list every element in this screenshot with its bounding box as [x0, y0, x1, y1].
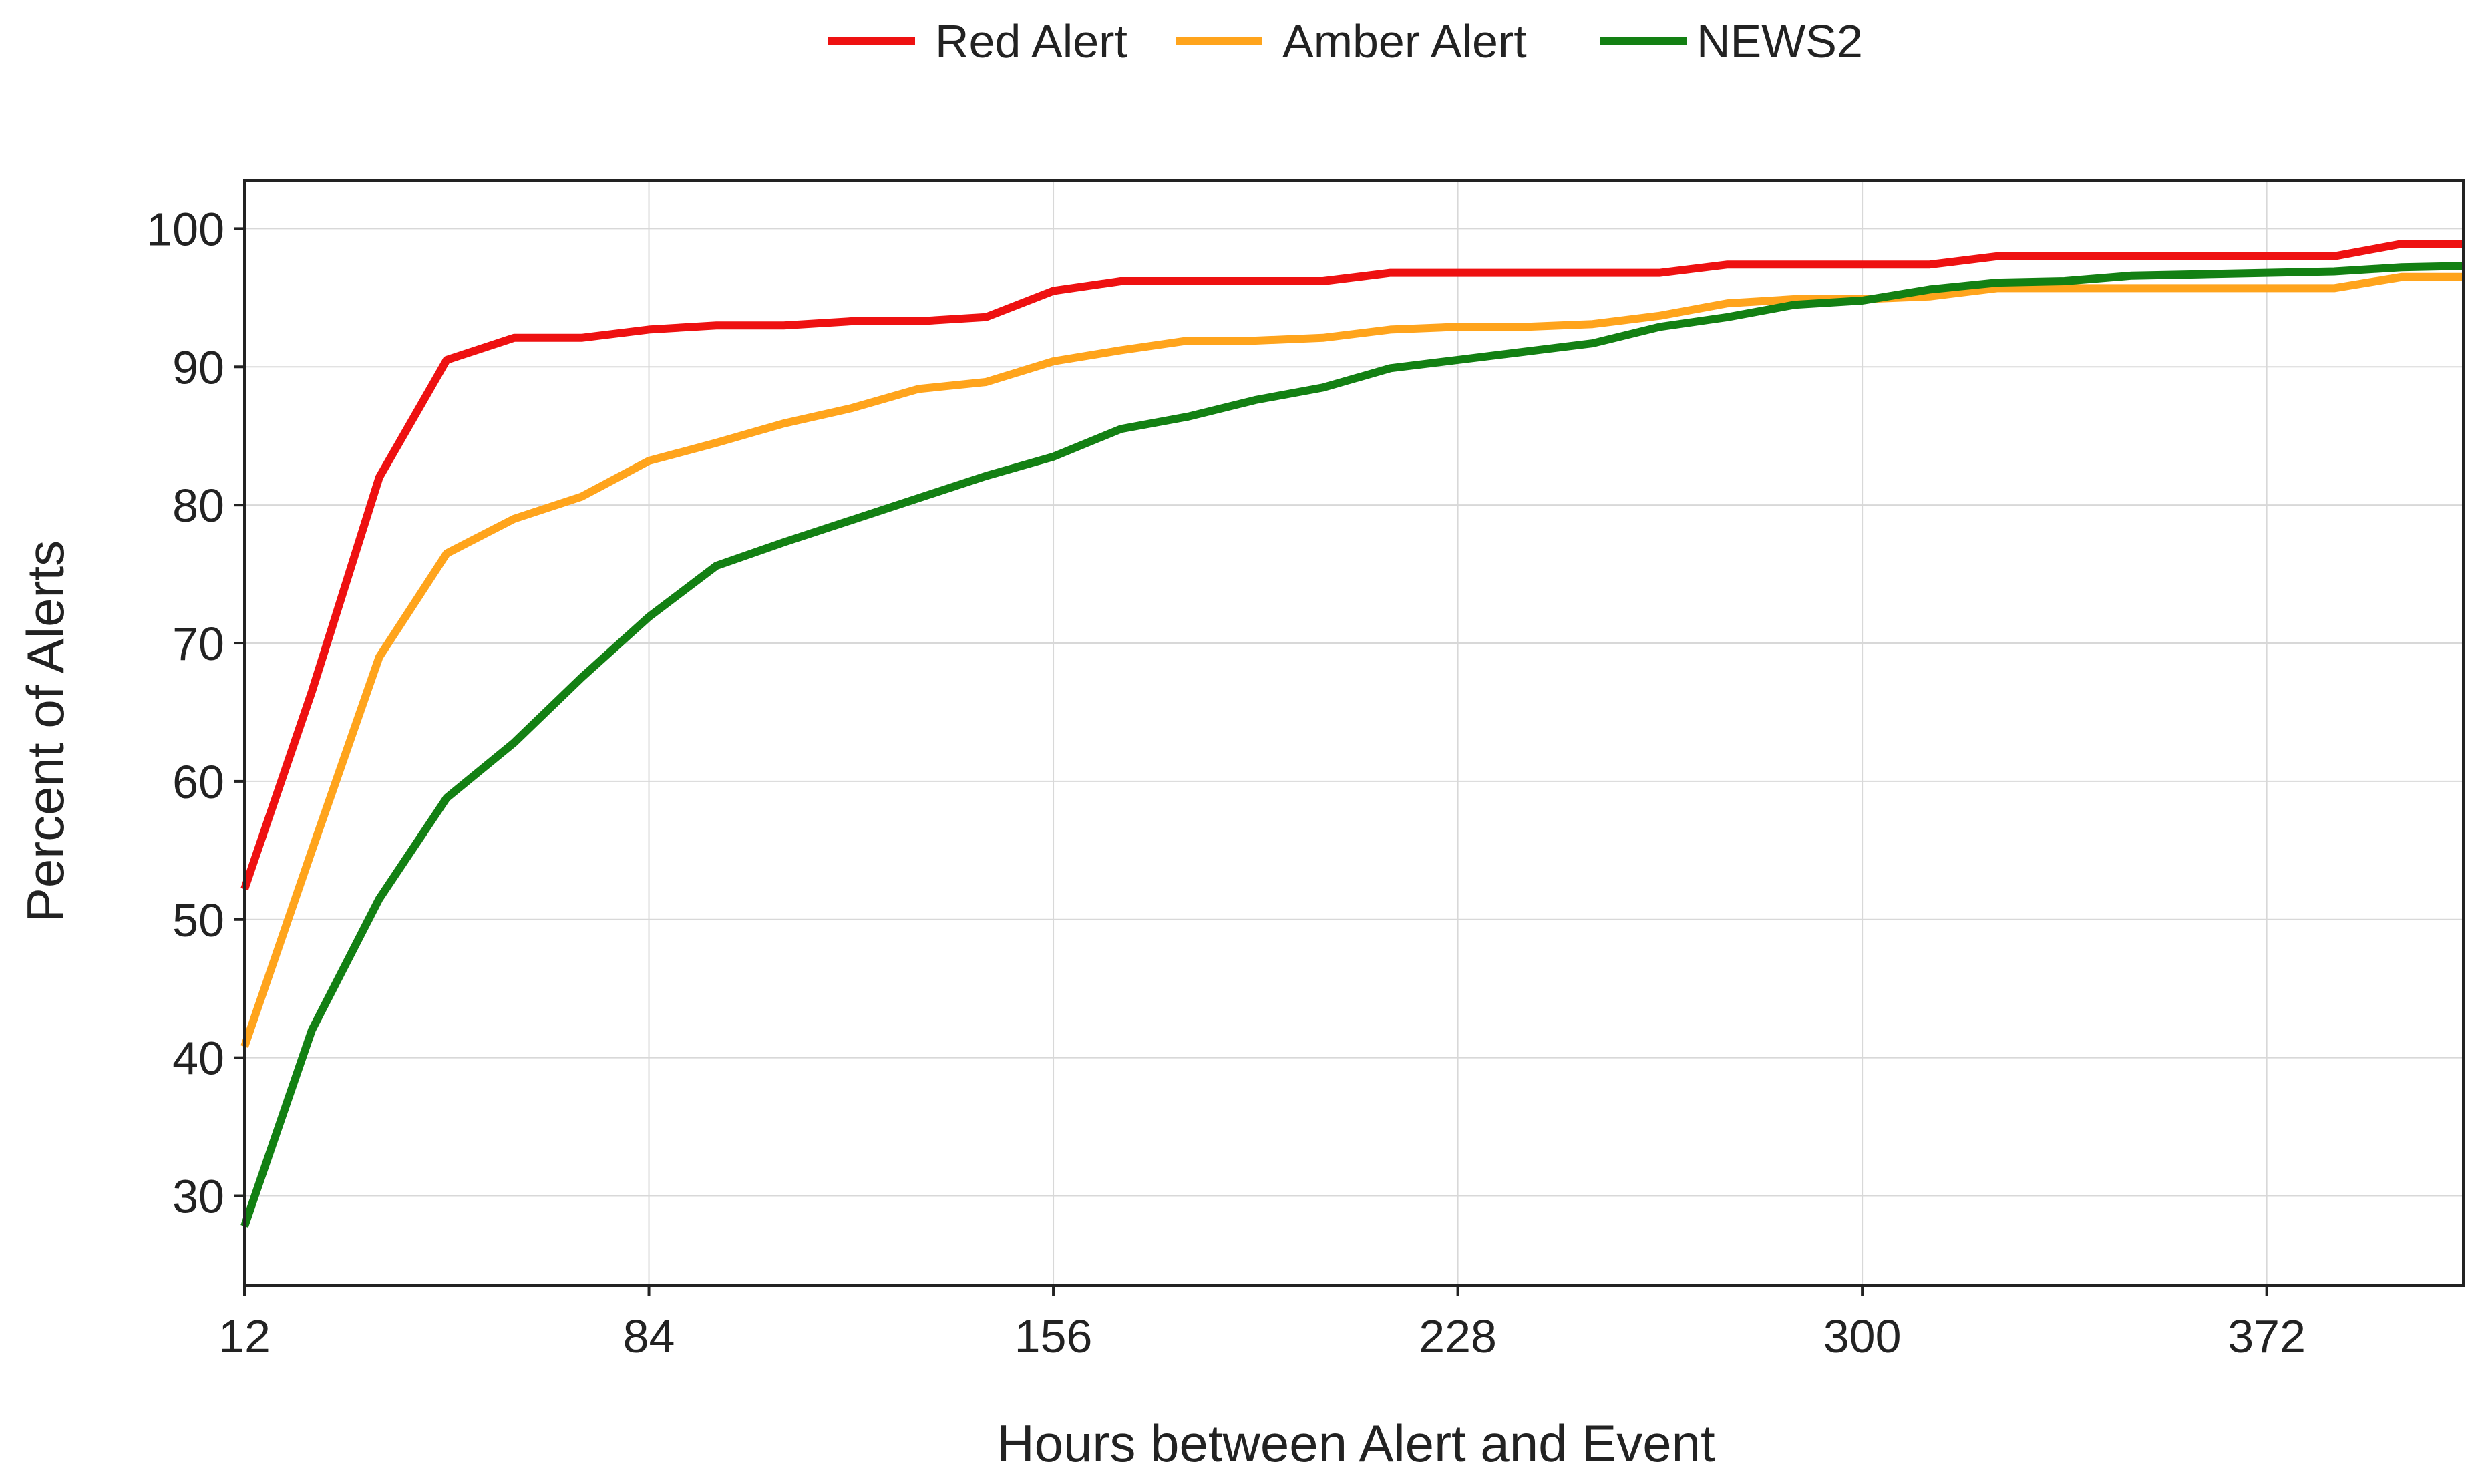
axes [243, 179, 2465, 1287]
legend-label-red-alert: Red Alert [935, 15, 1127, 67]
legend: Red Alert Amber Alert NEWS2 [828, 15, 1863, 67]
x-tick-label: 300 [1823, 1310, 1902, 1362]
x-axis-ticks: 12 84 156 228 300 372 [218, 1286, 2306, 1362]
legend-label-news2: NEWS2 [1697, 15, 1863, 67]
y-tick-label: 80 [172, 480, 224, 532]
y-tick-label: 50 [172, 894, 224, 946]
x-tick-label: 228 [1419, 1310, 1497, 1362]
x-tick-label: 156 [1015, 1310, 1093, 1362]
y-tick-label: 30 [172, 1171, 224, 1223]
y-tick-label: 90 [172, 341, 224, 393]
legend-label-amber-alert: Amber Alert [1282, 15, 1527, 67]
series-line-news2 [240, 262, 2464, 1228]
x-axis-title: Hours between Alert and Event [997, 1414, 1715, 1473]
x-tick-label: 84 [623, 1310, 675, 1362]
y-tick-label: 100 [146, 203, 224, 255]
gridlines [244, 180, 2463, 1286]
y-tick-label: 70 [172, 618, 224, 670]
y-tick-label: 40 [172, 1033, 224, 1085]
series-lines [240, 240, 2464, 1228]
plot-frame [243, 179, 2465, 1287]
series-line-amber-alert [240, 272, 2463, 1049]
y-tick-label: 60 [172, 756, 224, 808]
series-line-red-alert [240, 240, 2463, 891]
y-axis-title: Percent of Alerts [16, 540, 75, 922]
y-axis-ticks: 30 40 50 60 70 80 90 100 [146, 203, 244, 1223]
x-tick-label: 12 [218, 1310, 271, 1362]
x-tick-label: 372 [2228, 1310, 2306, 1362]
